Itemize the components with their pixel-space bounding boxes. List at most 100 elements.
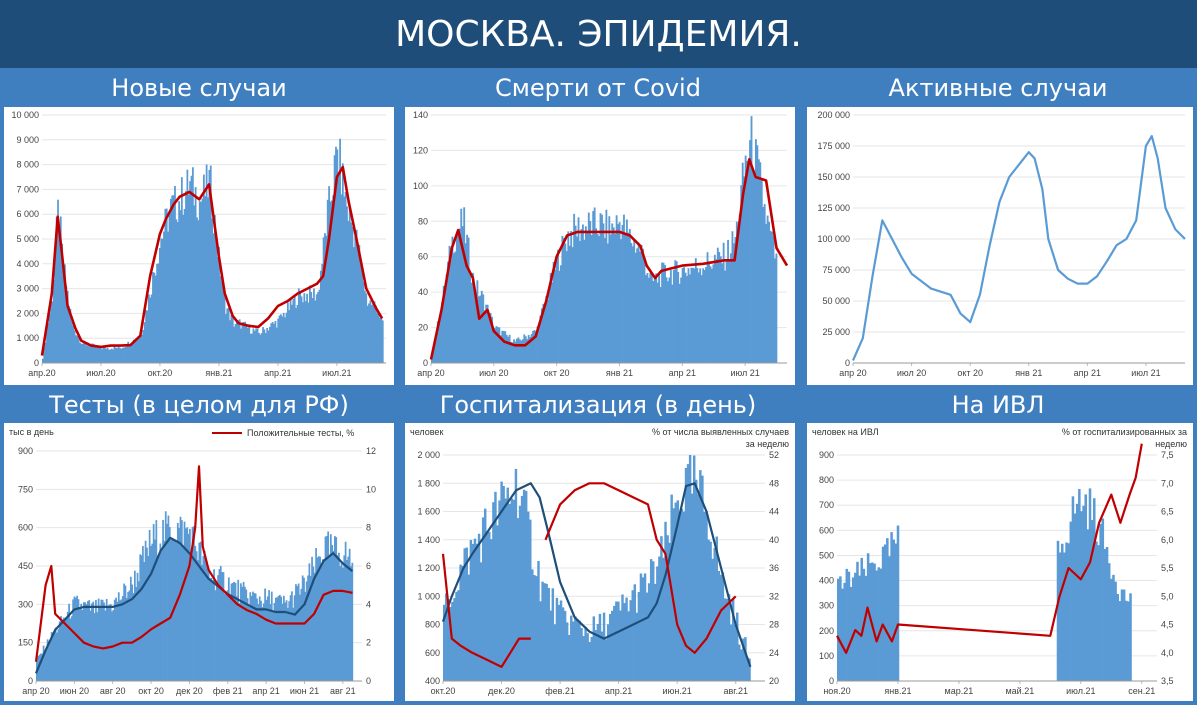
data-bar [41,653,44,681]
data-bar [267,330,270,363]
y2-axis-label: за неделю [746,439,790,449]
data-bar [160,549,163,681]
y-tick-label: 0 [34,358,39,368]
data-bar [1073,513,1077,681]
data-bar [61,243,64,363]
data-bar [606,243,609,363]
x-tick-label: фев.21 [545,686,575,696]
data-bar [763,204,766,363]
data-bar [218,246,220,363]
data-bar [522,489,526,681]
data-bar [1114,581,1117,681]
data-bar [605,209,608,363]
data-bar [439,315,442,363]
data-bar [649,272,652,363]
data-bar [136,338,139,363]
data-bar [488,318,491,363]
data-bar [489,312,492,363]
y2-tick-label: 4,5 [1161,620,1174,630]
data-bar [209,578,211,681]
data-bar [124,346,127,363]
y-tick-label: 900 [18,446,33,456]
data-bar [620,239,622,363]
data-bar [266,328,269,363]
data-bar [87,345,90,363]
data-bar [366,305,369,363]
data-bar [157,263,160,363]
data-bar [1122,589,1126,681]
data-bar [612,227,615,363]
data-bar [530,334,533,363]
data-bar [757,159,760,363]
data-bar [300,296,303,363]
data-bar [187,194,190,363]
data-bar [1107,563,1111,681]
data-bar [106,347,109,363]
data-bar [628,229,631,363]
data-bar [516,518,520,681]
data-bar [57,199,59,363]
data-bar [230,583,233,681]
data-bar [108,349,110,363]
data-bar [127,341,130,363]
data-bar [324,536,327,681]
data-bar [459,564,462,681]
data-bar [314,300,317,363]
data-bar [310,291,313,363]
data-bar [304,301,307,363]
data-bar [351,226,354,363]
data-bar [363,290,366,363]
data-bar [595,228,598,363]
data-bar [307,575,309,681]
data-bar [469,272,471,363]
data-bar [741,162,744,363]
data-bar [311,556,313,681]
data-bar [697,272,700,363]
data-bar [451,236,454,363]
data-bar [51,301,54,363]
data-bar [330,200,333,363]
data-bar [282,312,285,363]
data-bar [182,214,185,363]
data-bar [552,261,555,363]
data-bar [444,288,447,363]
data-bar [72,599,74,681]
data-bar [189,528,191,681]
x-tick-label: апр 21 [1074,368,1101,378]
data-bar [84,342,87,363]
data-bar [581,224,584,363]
data-bar [451,601,454,681]
data-bar [214,590,217,681]
data-bar [223,293,226,363]
data-bar [117,346,120,363]
data-bar [656,566,659,681]
data-bar [277,318,280,363]
data-bar [543,303,546,363]
data-bar [743,176,746,363]
data-bar [291,304,293,363]
data-bar [603,237,606,363]
data-bar [59,216,62,363]
data-bar [625,597,628,681]
data-bar [753,173,756,363]
data-bar [505,334,508,363]
data-bar [551,282,554,363]
data-bar [200,201,203,363]
y-tick-label: 400 [425,676,440,686]
data-bar [856,561,859,681]
data-bar [38,654,41,681]
y-tick-label: 1 400 [417,535,440,545]
data-bar [266,596,269,681]
data-bar [226,590,229,681]
data-bar [146,547,148,681]
data-bar [132,593,135,681]
data-bar [709,266,712,363]
data-bar [481,517,485,681]
data-bar [658,556,661,681]
data-bar [180,177,183,363]
data-bar [318,289,321,363]
y-tick-label: 600 [425,648,440,658]
x-tick-label: сен.21 [1128,686,1155,696]
data-bar [706,252,709,363]
y2-tick-label: 10 [366,484,376,494]
